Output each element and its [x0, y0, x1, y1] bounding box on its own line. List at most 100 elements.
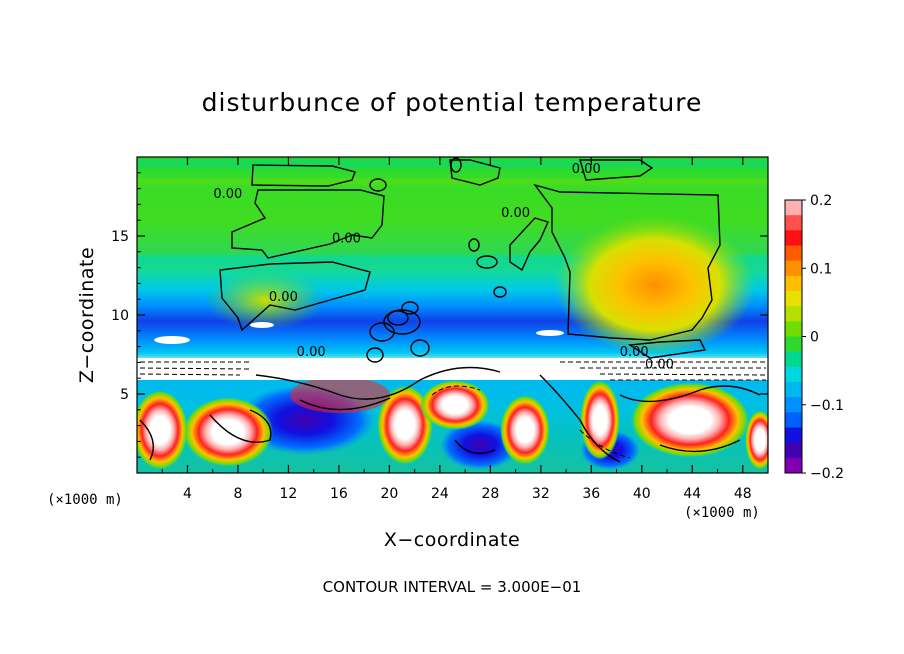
- contour-line: [299, 397, 391, 411]
- heatmap-cold-region: [440, 420, 520, 470]
- contour-line-negative: [139, 373, 241, 376]
- colorbar-swatch: [785, 260, 802, 277]
- contour-label: 0.00: [572, 162, 601, 177]
- contour-line-negative: [599, 373, 767, 376]
- colorbar-swatch: [785, 215, 802, 231]
- colorbar-swatch: [785, 291, 802, 307]
- colorbar-swatch: [785, 336, 802, 353]
- heatmap-warm-cell: [745, 410, 768, 470]
- colorbar-swatch: [785, 275, 802, 292]
- contour-line: [255, 366, 501, 400]
- colorbar-swatch: [785, 397, 802, 413]
- contour-lines-negative: [139, 361, 767, 459]
- contour-line-negative: [431, 385, 481, 396]
- x-tick-label: 36: [582, 486, 600, 502]
- y-tick-label: 10: [111, 308, 129, 324]
- x-tick-label: 12: [280, 486, 298, 502]
- contour-label: 0.00: [213, 187, 242, 202]
- contour-line: [476, 255, 498, 269]
- x-tick-label: 8: [233, 486, 242, 502]
- colorbar-swatch: [785, 382, 802, 398]
- colorbar-swatch: [785, 321, 802, 337]
- contour-line: [387, 310, 409, 326]
- colorbar-tick-label: 0.1: [810, 261, 832, 277]
- colorbar-tick-label: −0.2: [810, 466, 844, 482]
- colorbar-swatch: [785, 306, 802, 322]
- contour-line: [209, 409, 272, 443]
- heatmap-warm-cell: [420, 380, 490, 430]
- contour-line: [468, 238, 480, 252]
- heatmap-warm-region: [555, 215, 755, 355]
- x-unit-label-left: (×1000 m): [47, 492, 123, 508]
- heatmap-field: [137, 157, 768, 473]
- contour-line: [509, 217, 549, 272]
- x-tick-label: 4: [183, 486, 192, 502]
- x-tick-label: 48: [734, 486, 752, 502]
- x-tick-label: 32: [532, 486, 550, 502]
- contour-label: 0.00: [269, 290, 298, 305]
- colorbar-tick-label: −0.1: [810, 398, 844, 414]
- contour-line: [493, 286, 507, 298]
- contour-labels: 0.000.000.000.000.000.000.000.00: [213, 162, 674, 373]
- colorbar-swatch: [785, 200, 802, 216]
- heatmap-warm-cell: [137, 390, 188, 470]
- contour-line: [449, 159, 501, 186]
- heatmap-warm-cell: [377, 385, 433, 465]
- heatmap-warm-cell: [500, 395, 550, 465]
- contour-line: [139, 419, 154, 461]
- x-tick-label: 20: [380, 486, 398, 502]
- x-tick-label: 28: [481, 486, 499, 502]
- heatmap-cold-streak: [154, 336, 190, 344]
- contour-line: [231, 189, 385, 259]
- colorbar-swatch: [785, 351, 802, 368]
- contour-label: 0.00: [620, 345, 649, 360]
- colorbar-swatch: [785, 457, 802, 474]
- contour-lines: [139, 157, 761, 463]
- colorbar-tick-label: 0.2: [810, 193, 832, 209]
- heatmap-warm-cell: [580, 380, 620, 460]
- contour-line: [659, 439, 741, 453]
- heatmap-band: [137, 255, 768, 265]
- y-axis: 5 10 15: [111, 172, 768, 458]
- x-tick-label: 16: [330, 486, 348, 502]
- contour-line: [454, 439, 496, 454]
- y-tick-label: 5: [120, 387, 129, 403]
- contour-line: [579, 159, 654, 181]
- contour-line: [401, 301, 419, 315]
- colorbar-swatch: [785, 442, 802, 459]
- contour-label: 0.00: [645, 358, 674, 373]
- contour-line: [251, 164, 356, 187]
- y-tick-label: 15: [111, 229, 129, 245]
- heatmap-band: [137, 178, 768, 185]
- colorbar-tick-label: 0: [810, 330, 819, 346]
- contour-line: [539, 374, 621, 463]
- contour-interval-note: CONTOUR INTERVAL = 3.000E−01: [323, 578, 582, 596]
- colorbar-swatch: [785, 245, 802, 262]
- contour-label: 0.00: [501, 206, 530, 221]
- contour-line: [410, 339, 430, 357]
- x-axis: 4 8 12 16 20 24 28 32 36 40 44 48: [161, 157, 752, 502]
- x-tick-label: 44: [683, 486, 701, 502]
- heatmap-cold-streak: [536, 330, 564, 336]
- contour-line: [369, 178, 387, 192]
- x-tick-label: 40: [633, 486, 651, 502]
- contour-line: [366, 347, 384, 363]
- y-axis-title: Z−coordinate: [76, 247, 98, 383]
- contour-line: [369, 322, 395, 342]
- heatmap-band: [137, 160, 768, 168]
- x-tick-label: 24: [431, 486, 449, 502]
- heatmap-cold-streak: [250, 322, 274, 328]
- contour-line: [219, 261, 371, 332]
- colorbar-swatch: [785, 412, 802, 428]
- chart-title: disturbunce of potential temperature: [202, 88, 703, 117]
- contour-line-negative: [139, 367, 251, 370]
- x-axis-title: X−coordinate: [384, 529, 520, 551]
- contour-line: [450, 157, 462, 173]
- colorbar-swatch: [785, 366, 802, 383]
- colorbar-swatch: [785, 427, 802, 444]
- contour-line: [533, 183, 721, 341]
- colorbar: 0.2 0.1 0 −0.1 −0.2: [784, 193, 844, 482]
- colorbar-swatch: [785, 230, 802, 246]
- contour-line-negative: [579, 429, 631, 459]
